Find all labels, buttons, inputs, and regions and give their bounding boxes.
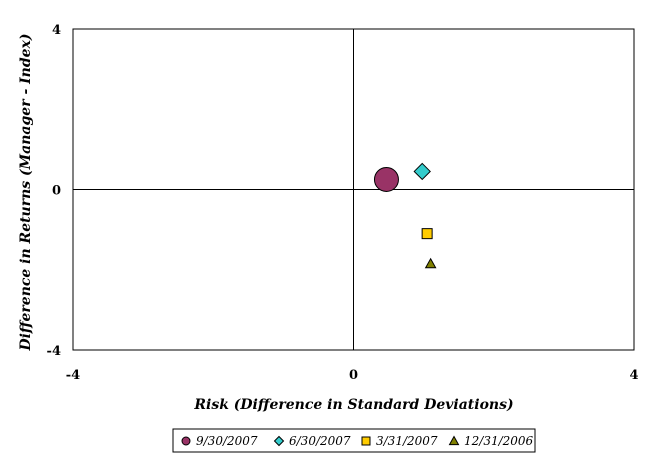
legend-marker-2 [361,436,371,446]
legend-label-3: 12/31/2006 [464,434,534,448]
legend-box [172,428,536,453]
x-tick-label-max: 4 [629,368,638,383]
x-tick-label-zero: 0 [349,368,358,383]
data-markers [373,162,437,269]
legend-label-2: 3/31/2007 [376,434,438,448]
data-point-0 [373,166,399,192]
y-tick-label-min: -4 [47,344,61,359]
y-tick-label-max: 4 [52,23,61,38]
data-point-3 [424,257,437,269]
legend: 9/30/2007 6/30/2007 3/31/2007 12/31/2006 [181,434,534,448]
data-point-1 [413,162,431,181]
x-axis-title: Risk (Difference in Standard Deviations) [193,397,513,413]
y-tick-label-zero: 0 [52,184,61,199]
legend-marker-0 [181,436,191,446]
legend-label-1: 6/30/2007 [289,434,351,448]
x-tick-label-min: -4 [66,368,80,383]
legend-marker-3 [448,435,460,446]
legend-label-0: 9/30/2007 [196,434,258,448]
data-point-2 [421,228,433,240]
y-axis-title: Difference in Returns (Manager - Index) [18,33,34,351]
legend-marker-1 [273,435,285,447]
